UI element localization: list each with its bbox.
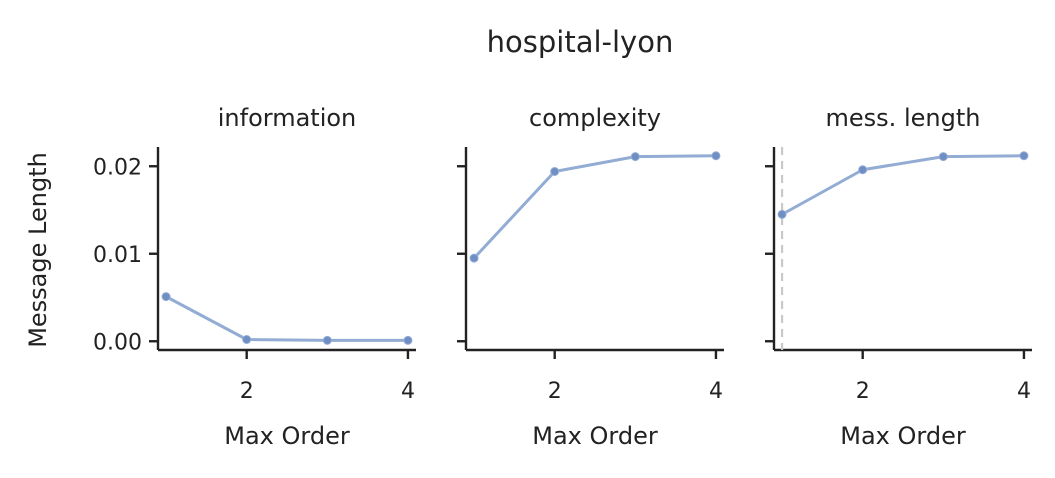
data-point [1019, 151, 1029, 161]
series-line [472, 154, 718, 260]
data-point [938, 152, 948, 162]
y-tick-label: 0.02 [93, 155, 142, 180]
panel-title: mess. length [826, 104, 981, 132]
data-point [322, 335, 332, 345]
y-tick-label: 0.00 [93, 330, 142, 355]
data-point [242, 335, 252, 344]
data-point [630, 152, 640, 162]
panel-3: mess. length 2 4 Max Order [765, 104, 1032, 450]
series-line [780, 154, 1026, 216]
data-point [469, 253, 479, 263]
x-tick-label: 4 [401, 379, 415, 404]
x-tick-label: 2 [240, 379, 254, 404]
x-axis-label: Max Order [532, 422, 658, 450]
data-point [161, 292, 171, 302]
x-tick-label: 2 [856, 379, 870, 404]
panel-1: information 0.00 0.01 0.02 2 4 Max Order [93, 104, 416, 450]
panel-2: complexity 2 4 Max Order [457, 104, 724, 450]
series-line [164, 295, 410, 342]
data-point [858, 165, 868, 175]
data-point [403, 335, 413, 345]
x-axis-label: Max Order [224, 422, 350, 450]
panel-title: complexity [529, 104, 661, 132]
x-axis-label: Max Order [840, 422, 966, 450]
x-tick-label: 2 [548, 379, 562, 404]
data-point [711, 151, 721, 161]
data-point [550, 167, 560, 176]
y-axis-label: Message Length [24, 152, 52, 348]
x-tick-label: 4 [1017, 379, 1031, 404]
figure-title: hospital-lyon [487, 25, 674, 59]
x-tick-label: 4 [709, 379, 723, 404]
data-point [777, 209, 787, 219]
panel-title: information [218, 104, 357, 132]
y-tick-label: 0.01 [93, 243, 142, 268]
